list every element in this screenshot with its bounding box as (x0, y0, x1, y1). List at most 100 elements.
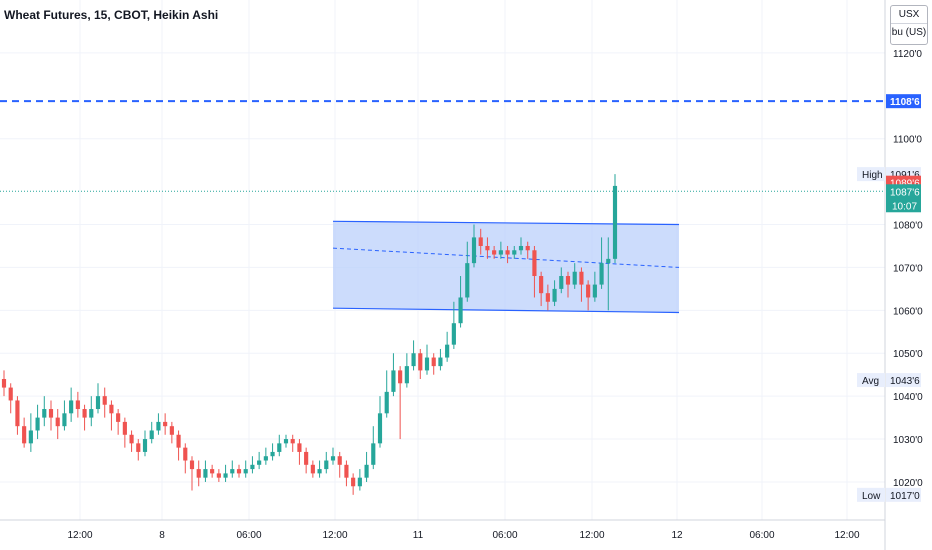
candle (1, 370, 7, 397)
candle (599, 237, 604, 289)
candle (136, 439, 141, 461)
candle (465, 241, 470, 302)
candle (35, 404, 40, 440)
candle (250, 456, 255, 474)
candle (297, 439, 302, 465)
dashed-line-price-label: 1108'6 (890, 97, 920, 108)
price-marker-box (886, 184, 921, 213)
price-marker-label: 1089'6 (890, 179, 920, 190)
candle (169, 421, 174, 444)
candle (122, 417, 127, 448)
time-axis: 12:00 8 06:00 12:00 11 06:00 12:00 12 06:00 12:00 (0, 519, 885, 541)
candle (612, 174, 618, 264)
candle (290, 434, 295, 452)
unit-selector[interactable]: USX bu (US) (890, 5, 928, 45)
candle (586, 280, 591, 311)
candle (404, 353, 409, 388)
channel-middle (332, 247, 680, 268)
candle (471, 224, 477, 268)
candle (243, 460, 248, 478)
stat-name-label: High (862, 170, 883, 181)
stat-value-box (886, 487, 921, 502)
chart-title: Wheat Futures, 15, CBOT, Heikin Ashi (4, 8, 219, 22)
candle (176, 430, 181, 461)
candle (458, 276, 463, 328)
candle (384, 370, 389, 418)
candle (304, 447, 309, 474)
candle (22, 417, 27, 448)
stat-value-label: 1091'6 (890, 170, 920, 181)
candle (102, 387, 107, 418)
candle (391, 353, 396, 397)
stat-name-box (857, 167, 885, 182)
candle (438, 348, 443, 371)
candle (89, 396, 94, 427)
candle (257, 451, 262, 470)
stat-name-box (857, 373, 885, 388)
candle (149, 421, 154, 444)
time-tick-label: 06:00 (492, 530, 517, 541)
candle (216, 469, 221, 482)
candle (478, 228, 483, 255)
channel-lower (332, 307, 680, 314)
stat-name-label: Low (862, 491, 881, 502)
time-tick-label: 8 (159, 530, 165, 541)
candle (539, 271, 544, 307)
unit-label: bu (US) (891, 23, 927, 41)
candle (236, 464, 242, 478)
candle (579, 267, 584, 302)
countdown-label: 10:07 (892, 201, 917, 212)
candle (525, 241, 530, 259)
candle (42, 396, 47, 427)
candle (498, 241, 503, 259)
candle (223, 464, 228, 482)
candle (183, 443, 188, 474)
stat-value-box (886, 373, 921, 388)
candle (424, 344, 430, 375)
candle (545, 284, 550, 311)
channel-fill (333, 221, 679, 313)
candle (163, 413, 168, 435)
candle (116, 409, 121, 435)
candle (485, 237, 490, 259)
stat-name-label: Avg (862, 376, 879, 387)
candle (445, 331, 450, 362)
candle (351, 473, 356, 495)
price-tick-label: 1120'0 (893, 49, 922, 60)
candle (283, 434, 289, 448)
candle (330, 447, 336, 465)
stat-name-box (857, 487, 885, 502)
candle (203, 460, 208, 482)
price-tick-label: 1070'0 (893, 263, 923, 274)
candle (377, 396, 383, 448)
time-tick-label: 11 (413, 530, 424, 541)
price-tick-label: 1020'0 (893, 478, 923, 489)
candle (230, 460, 235, 478)
candle (156, 413, 161, 435)
price-tick-label: 1040'0 (893, 392, 923, 403)
candles (1, 174, 618, 495)
candle (565, 271, 571, 298)
time-tick-label: 12:00 (834, 530, 859, 541)
candle (55, 409, 60, 440)
candle (48, 400, 54, 431)
stat-value-label: 1017'0 (890, 491, 920, 502)
price-tick-label: 1050'0 (893, 349, 923, 360)
candle (69, 387, 74, 422)
price-tick-label: 1100'0 (893, 135, 922, 146)
candle (196, 460, 201, 487)
candle (552, 280, 557, 307)
price-tick-label: 1060'0 (893, 306, 923, 317)
dashed-line-price-box (886, 94, 921, 109)
time-tick-label: 06:00 (749, 530, 774, 541)
currency-label: USX (898, 9, 920, 20)
candle (451, 301, 456, 349)
candle (189, 456, 195, 491)
candle (270, 443, 275, 461)
time-tick-label: 12:00 (322, 530, 347, 541)
parallel-channel (332, 220, 680, 314)
candle (371, 426, 376, 470)
candle (263, 447, 268, 465)
